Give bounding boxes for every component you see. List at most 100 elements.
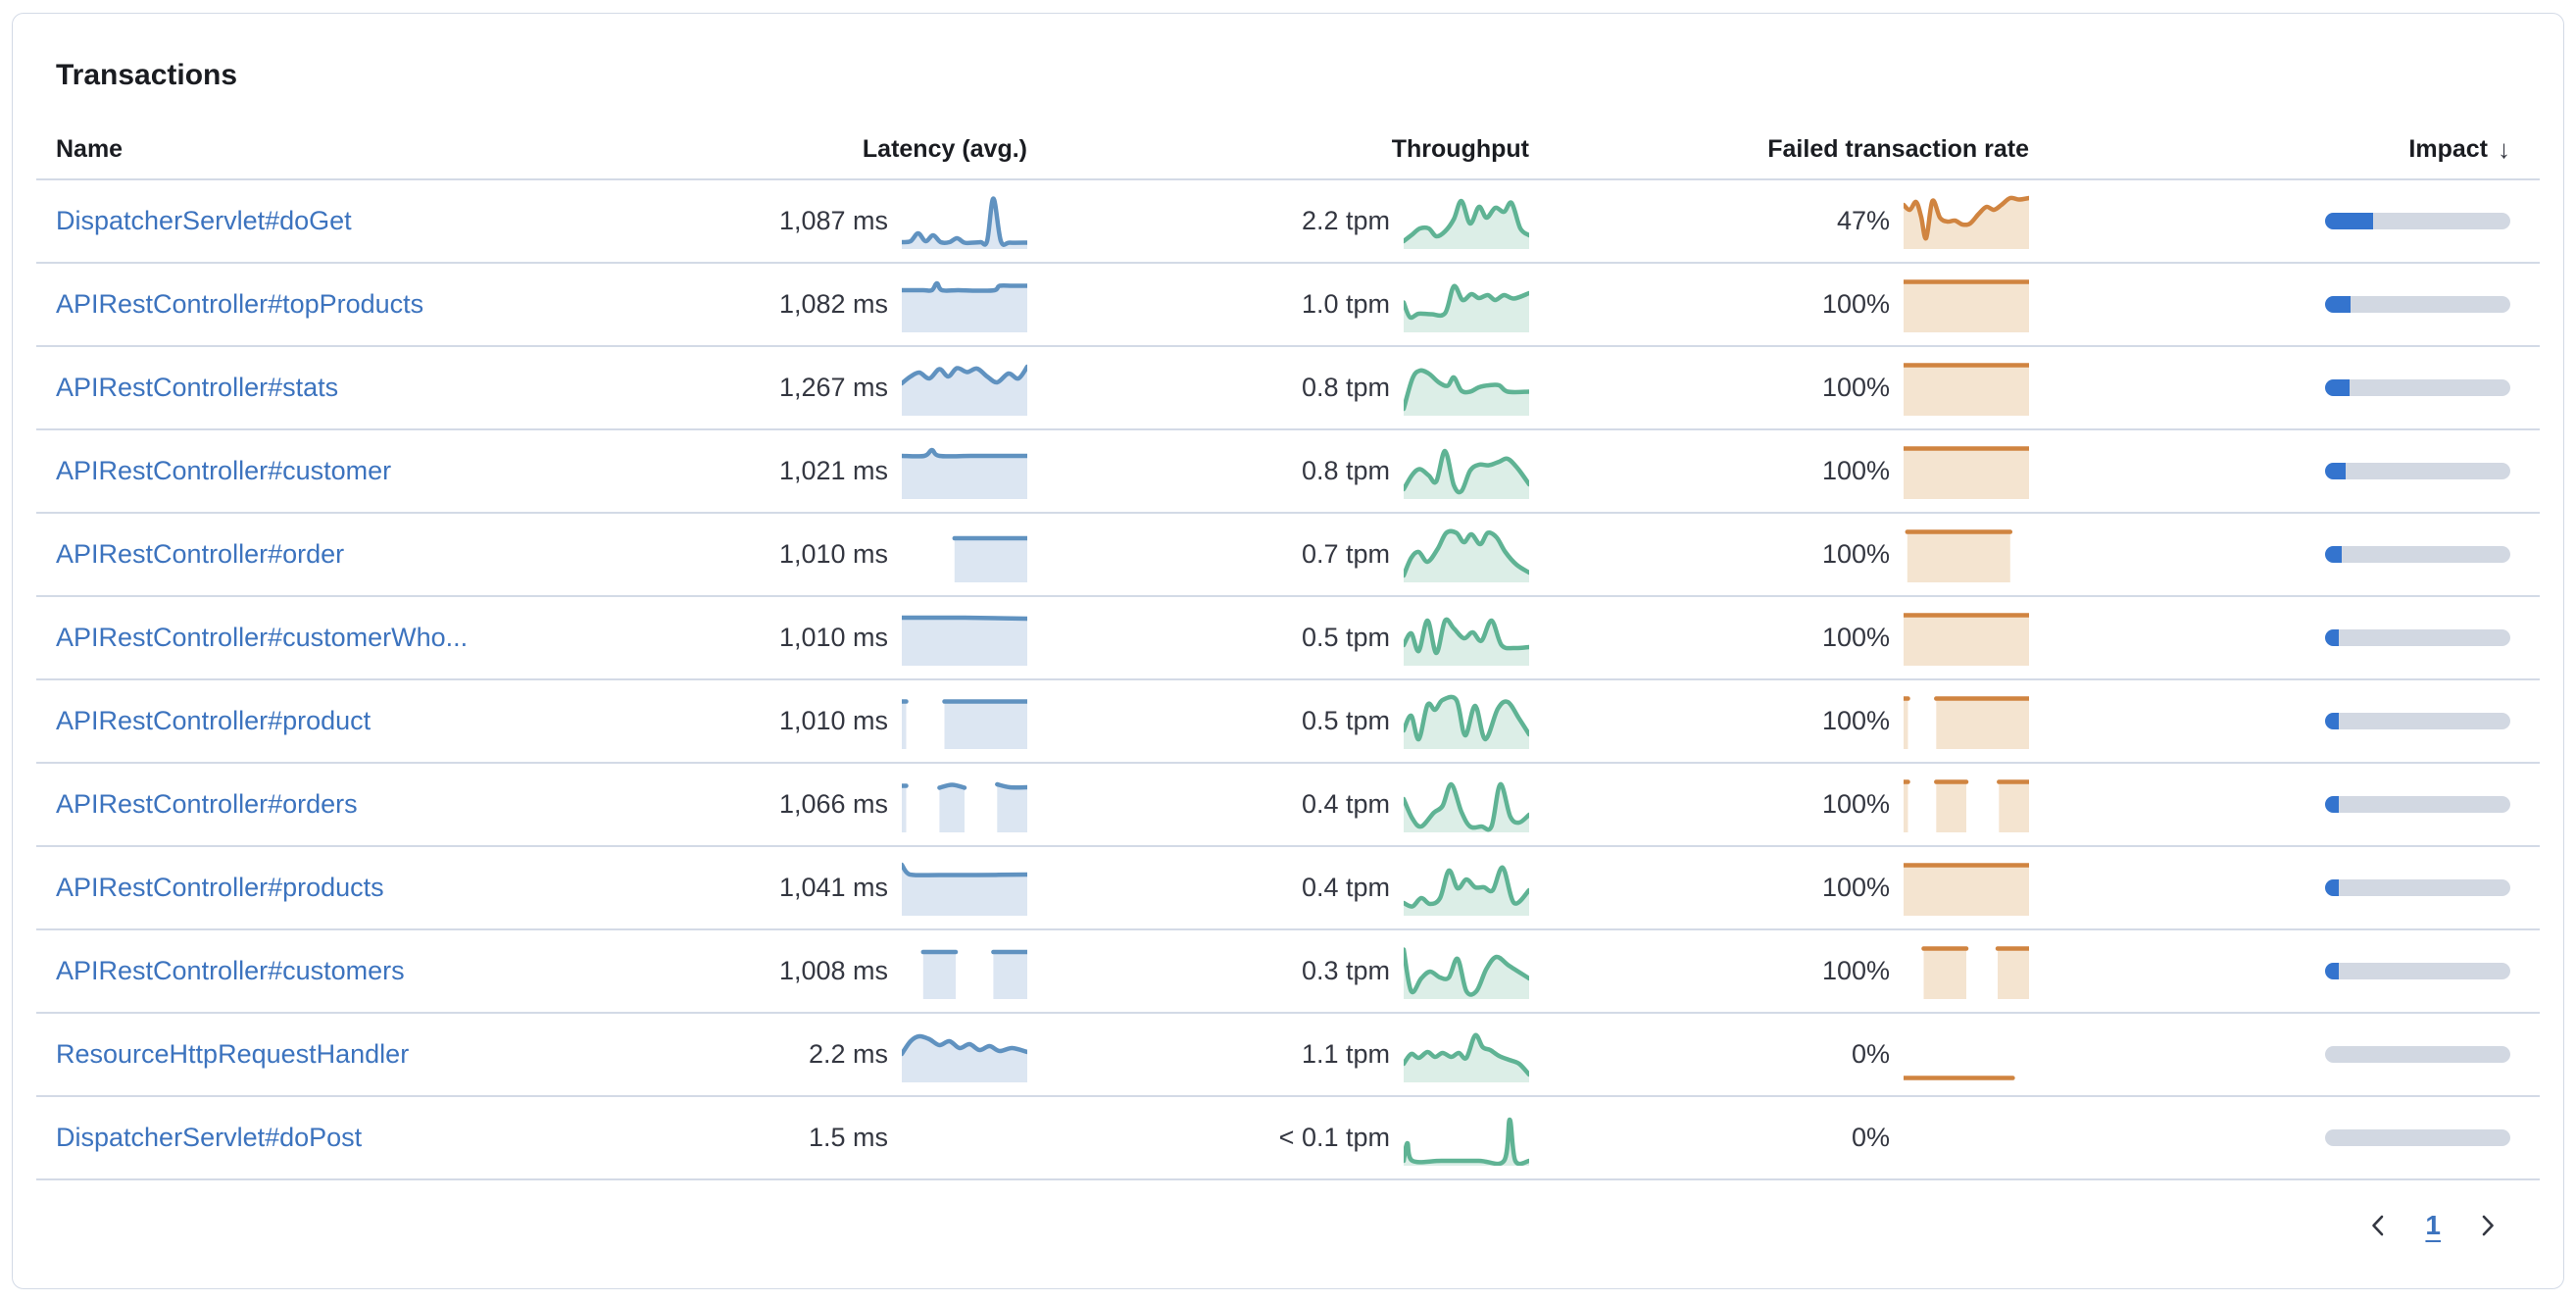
failed-rate-sparkline [1901,194,2032,249]
table-row: DispatcherServlet#doGet 1,087 ms 2.2 tpm… [36,180,2540,264]
throughput-sparkline [1401,777,1532,832]
failed-rate-sparkline [1901,361,2032,416]
transaction-name-link[interactable]: APIRestController#product [56,706,372,735]
column-header-throughput[interactable]: Throughput [1391,134,1529,163]
table-row: APIRestController#order 1,010 ms 0.7 tpm… [36,514,2540,597]
impact-bar-fill [2325,546,2342,563]
failed-rate-sparkline [1901,277,2032,332]
table-row: APIRestController#customer 1,021 ms 0.8 … [36,430,2540,514]
column-header-latency[interactable]: Latency (avg.) [862,134,1027,163]
throughput-sparkline [1401,944,1532,999]
impact-bar-track [2325,463,2510,479]
impact-bar-track [2325,1129,2510,1146]
impact-bar-track [2325,296,2510,313]
latency-value: 1,008 ms [778,956,888,985]
impact-bar-fill [2325,296,2351,313]
transaction-name-link[interactable]: DispatcherServlet#doPost [56,1123,363,1152]
failed-rate-value: 100% [1821,539,1890,569]
failed-rate-sparkline [1901,694,2032,749]
impact-bar-fill [2325,963,2339,979]
latency-sparkline [899,361,1030,416]
latency-sparkline [899,277,1030,332]
next-page-button[interactable] [2470,1208,2505,1243]
latency-value: 1.5 ms [808,1123,888,1152]
impact-bar-track [2325,1046,2510,1063]
transaction-name-link[interactable]: APIRestController#topProducts [56,289,424,319]
transaction-name-link[interactable]: ResourceHttpRequestHandler [56,1039,410,1069]
previous-page-button[interactable] [2360,1208,2396,1243]
throughput-sparkline [1401,694,1532,749]
pagination: 1 [36,1206,2540,1245]
throughput-value: 1.0 tpm [1301,289,1390,319]
impact-bar-fill [2325,463,2346,479]
impact-bar-fill [2325,213,2374,229]
throughput-value: 0.3 tpm [1301,956,1390,985]
impact-bar-track [2325,713,2510,729]
throughput-sparkline [1401,1111,1532,1166]
impact-bar-track [2325,379,2510,396]
chevron-right-icon [2482,1215,2494,1236]
latency-value: 1,267 ms [778,373,888,402]
impact-bar-track [2325,963,2510,979]
latency-sparkline [899,1027,1030,1082]
transaction-name-link[interactable]: APIRestController#orders [56,789,358,819]
transaction-name-link[interactable]: APIRestController#products [56,873,384,902]
latency-value: 1,010 ms [778,706,888,735]
failed-rate-sparkline [1901,611,2032,666]
throughput-sparkline [1401,361,1532,416]
impact-bar-track [2325,879,2510,896]
transaction-name-link[interactable]: APIRestController#order [56,539,345,569]
column-header-failed-rate[interactable]: Failed transaction rate [1767,134,2029,163]
impact-bar-fill [2325,379,2350,396]
panel-title: Transactions [56,59,238,91]
failed-rate-sparkline [1904,1111,2029,1166]
latency-sparkline [899,444,1030,499]
failed-rate-value: 100% [1821,706,1890,735]
column-header-impact[interactable]: Impact ↓ [2029,134,2540,165]
table-row: APIRestController#customerWho... 1,010 m… [36,597,2540,680]
transaction-name-link[interactable]: APIRestController#stats [56,373,339,402]
failed-rate-sparkline [1904,944,2032,999]
failed-rate-value: 100% [1821,956,1890,985]
latency-value: 1,010 ms [778,623,888,652]
transaction-name-link[interactable]: DispatcherServlet#doGet [56,206,352,235]
throughput-value: 0.8 tpm [1301,373,1390,402]
latency-value: 2.2 ms [808,1039,888,1069]
throughput-sparkline [1401,277,1532,332]
throughput-value: < 0.1 tpm [1278,1123,1390,1152]
transaction-name-link[interactable]: APIRestController#customerWho... [56,623,469,652]
latency-sparkline [902,944,1030,999]
throughput-value: 0.4 tpm [1301,873,1390,902]
chevron-left-icon [2372,1215,2384,1236]
table-row: APIRestController#topProducts 1,082 ms 1… [36,264,2540,347]
latency-sparkline [902,1111,1027,1166]
table-row: ResourceHttpRequestHandler 2.2 ms 1.1 tp… [36,1014,2540,1097]
column-header-name[interactable]: Name [56,134,124,163]
throughput-value: 0.4 tpm [1301,789,1390,819]
transaction-name-link[interactable]: APIRestController#customer [56,456,392,485]
throughput-value: 0.7 tpm [1301,539,1390,569]
table-row: APIRestController#orders 1,066 ms 0.4 tp… [36,764,2540,847]
latency-value: 1,021 ms [778,456,888,485]
latency-sparkline [902,527,1030,582]
failed-rate-value: 100% [1821,873,1890,902]
impact-bar-track [2325,546,2510,563]
table-row: APIRestController#products 1,041 ms 0.4 … [36,847,2540,930]
failed-rate-value: 100% [1821,373,1890,402]
throughput-value: 0.5 tpm [1301,706,1390,735]
transaction-name-link[interactable]: APIRestController#customers [56,956,405,985]
latency-sparkline [899,194,1030,249]
page-number[interactable]: 1 [2425,1210,2441,1240]
throughput-value: 2.2 tpm [1301,206,1390,235]
table-row: APIRestController#product 1,010 ms 0.5 t… [36,680,2540,764]
latency-value: 1,082 ms [778,289,888,319]
failed-rate-sparkline [1901,777,2032,832]
failed-rate-sparkline [1901,861,2032,916]
impact-bar-track [2325,213,2510,229]
failed-rate-value: 0% [1851,1039,1890,1069]
throughput-value: 0.8 tpm [1301,456,1390,485]
sort-desc-icon: ↓ [2498,133,2510,164]
failed-rate-value: 0% [1851,1123,1890,1152]
column-header-impact-label: Impact [2408,134,2488,163]
impact-bar-fill [2325,796,2339,813]
